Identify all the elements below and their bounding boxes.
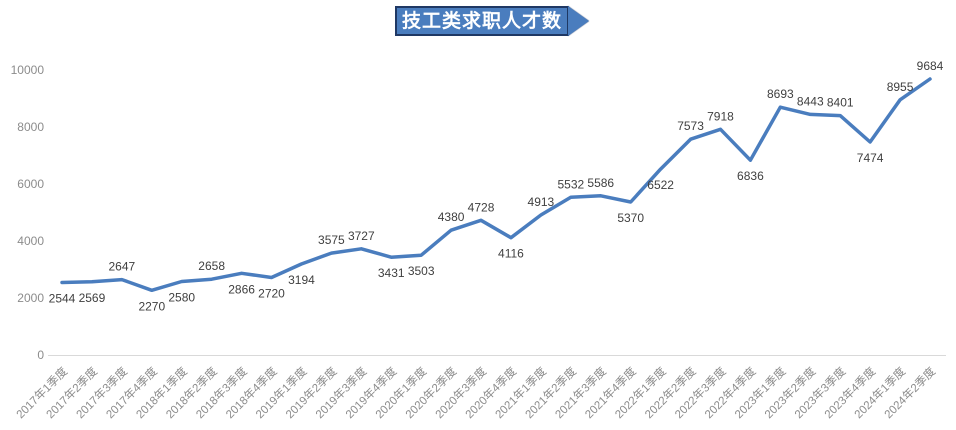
data-label: 3575 (318, 233, 345, 247)
data-label: 4913 (528, 195, 555, 209)
banner-arrow-icon (568, 6, 590, 36)
y-axis-tick-label: 10000 (11, 63, 45, 77)
y-axis-tick-label: 6000 (17, 177, 44, 191)
data-label: 2720 (258, 286, 285, 300)
y-axis-tick-label: 0 (37, 348, 44, 362)
data-label: 2569 (79, 291, 106, 305)
data-label: 2270 (138, 299, 165, 313)
data-label: 8955 (887, 80, 914, 94)
data-label: 6836 (737, 169, 764, 183)
data-label: 9684 (917, 59, 944, 73)
data-label: 8443 (797, 94, 824, 108)
data-label: 5586 (587, 176, 614, 190)
data-label: 7474 (857, 151, 884, 165)
data-label: 4380 (438, 210, 465, 224)
data-label: 3503 (408, 264, 435, 278)
y-axis-tick-label: 8000 (17, 120, 44, 134)
data-label: 4116 (498, 247, 524, 261)
data-label: 7573 (677, 119, 704, 133)
data-label: 2544 (49, 291, 76, 305)
data-label: 3431 (378, 266, 405, 280)
data-label: 8401 (827, 96, 854, 110)
data-label: 2866 (228, 282, 255, 296)
data-label: 5532 (557, 177, 584, 191)
data-label: 3727 (348, 229, 375, 243)
data-label: 2647 (109, 260, 136, 274)
chart-title-banner: 技工类求职人才数 (395, 6, 590, 36)
data-label: 2658 (198, 259, 225, 273)
data-label: 8693 (767, 87, 794, 101)
x-axis-tick-label: 2017年1季度 (13, 364, 70, 421)
data-series-line (60, 77, 932, 293)
data-label: 4728 (468, 200, 495, 214)
data-label: 3194 (288, 273, 315, 287)
y-axis-tick-label: 4000 (17, 234, 44, 248)
chart-title-label: 技工类求职人才数 (395, 6, 570, 36)
y-axis-tick-label: 2000 (17, 291, 44, 305)
data-label: 6522 (647, 178, 674, 192)
data-label: 5370 (617, 211, 644, 225)
data-label: 7918 (707, 109, 734, 123)
data-label: 2580 (168, 290, 195, 304)
